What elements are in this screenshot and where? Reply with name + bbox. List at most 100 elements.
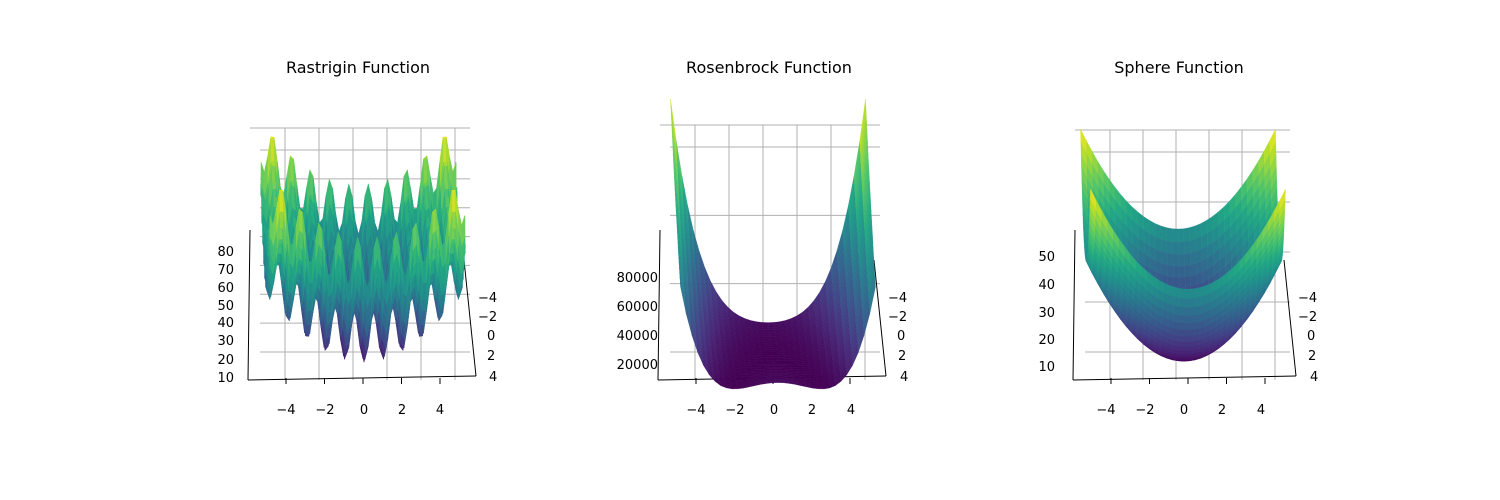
y-tick-label: 0	[487, 329, 495, 344]
y-tick-label: 2	[898, 349, 906, 364]
surface-facet	[778, 358, 785, 361]
x-axis-ticks: −4 −2 0 2 4	[276, 403, 444, 418]
z-tick-label: 20	[217, 353, 234, 368]
x-tick-label: 4	[847, 403, 855, 418]
surface-facet	[776, 345, 783, 348]
z-axis-ticks: 20000 40000 60000 80000	[617, 271, 658, 373]
surface-facet	[817, 384, 824, 388]
sphere-panel: Sphere Function −4 −2 0 2 4 −4 −2 0 2 4 …	[1038, 58, 1318, 418]
surface-facet	[444, 181, 449, 190]
surface-facet	[1172, 254, 1180, 267]
surface-facet	[1166, 240, 1174, 255]
surface-facet	[756, 362, 763, 365]
surface-facet	[773, 362, 780, 365]
panel-title: Sphere Function	[1114, 58, 1244, 77]
surface-facet	[771, 351, 779, 354]
surface-facet	[452, 218, 456, 229]
surface-facet	[279, 190, 284, 213]
x-tick-label: 0	[770, 403, 778, 418]
surface-facet	[766, 357, 774, 360]
surface-facet	[1190, 274, 1197, 287]
rastrigin-panel: Rastrigin Function −4 −2 0 2 4 −4 −2 0 2…	[217, 58, 497, 418]
surface-facet	[777, 351, 784, 354]
surface-facet	[769, 334, 776, 338]
x-axis-ticks: −4 −2 0 2 4	[686, 403, 855, 418]
surface-facet	[1178, 254, 1185, 267]
surface-facet	[271, 161, 276, 167]
x-tick-label: −2	[315, 403, 334, 418]
surface-facet	[270, 137, 275, 164]
y-tick-label: 2	[487, 349, 495, 364]
surface-facet	[451, 190, 456, 213]
surface-facet	[790, 362, 797, 365]
surface-facet	[1160, 225, 1167, 242]
surface-facet	[779, 362, 786, 365]
surface-facet	[768, 368, 776, 371]
surface-facet	[778, 360, 786, 363]
z-tick-label: 40	[217, 316, 234, 331]
surface-facet	[422, 262, 427, 284]
surface-facet	[777, 355, 785, 358]
surface-facet	[769, 336, 776, 340]
surface-facet	[803, 368, 810, 372]
surface-facet	[761, 362, 769, 365]
surface-facet	[768, 367, 775, 370]
surface-facet	[777, 349, 784, 352]
surface-facet	[768, 365, 775, 368]
y-tick-label: 4	[489, 370, 497, 385]
surface-facet	[810, 376, 817, 379]
surface-facet	[1179, 277, 1186, 289]
surface-facet	[774, 368, 781, 371]
surface-facet	[1172, 228, 1179, 243]
surface-facet	[803, 372, 811, 375]
surface-facet	[1189, 225, 1196, 241]
surface-facet	[1184, 264, 1191, 278]
surface-plot	[670, 98, 876, 390]
surface-facet	[767, 363, 775, 366]
surface-facet	[783, 352, 790, 356]
rosenbrock-panel: Rosenbrock Function −4 −2 0 2 4 −4 −2 0 …	[617, 58, 909, 418]
surface-facet	[766, 355, 773, 358]
surface-facet	[817, 386, 825, 390]
surface-facet	[755, 360, 763, 363]
surface-facet	[421, 310, 426, 316]
surface-facet	[750, 360, 757, 363]
surface-facet	[791, 365, 798, 368]
surface-facet	[1177, 228, 1185, 243]
surface-facet	[740, 372, 748, 375]
surface-facet	[768, 327, 775, 331]
z-tick-label: 80	[217, 245, 234, 260]
surface-facet	[777, 381, 784, 383]
surface-facet	[760, 355, 768, 358]
surface-facet	[279, 218, 284, 229]
surface-facet	[1189, 238, 1196, 254]
surface-facet	[745, 369, 753, 372]
z-axis-ticks: 10 20 30 40 50 60 70 80	[217, 245, 234, 386]
surface-facet	[771, 349, 778, 352]
surface-facet	[762, 363, 769, 367]
surface-facet	[790, 358, 797, 361]
surface-facet	[763, 336, 771, 340]
surface-facet	[804, 374, 811, 377]
surface-facet	[767, 360, 774, 363]
surface-facet	[1166, 227, 1173, 242]
surface-facet	[1178, 241, 1185, 255]
surface-facet	[769, 338, 777, 342]
surface-facet	[762, 324, 769, 328]
y-tick-label: 0	[897, 329, 905, 344]
surface-facet	[790, 360, 797, 363]
surface-facet	[774, 365, 781, 368]
surface-facet	[772, 358, 780, 361]
surface-facet	[760, 353, 767, 356]
surface-facet	[759, 349, 767, 352]
surface-facet	[784, 358, 791, 361]
surface-facet	[772, 357, 779, 360]
surface-facet	[750, 362, 757, 365]
surface-facet	[745, 365, 752, 368]
surface-facet	[1161, 251, 1168, 266]
surface-facet	[810, 379, 818, 383]
surface-facet	[1173, 277, 1180, 289]
surface-facet	[1195, 223, 1202, 240]
surface-facet	[741, 374, 748, 377]
